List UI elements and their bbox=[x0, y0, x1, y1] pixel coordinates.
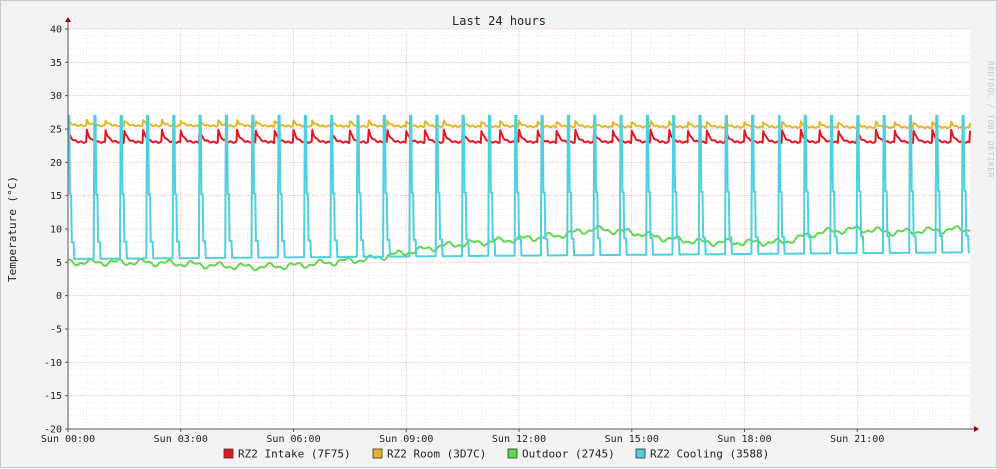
series-line bbox=[67, 118, 971, 130]
x-tick-label: Sun 21:00 bbox=[830, 434, 884, 445]
axes bbox=[65, 17, 979, 432]
series-line bbox=[67, 128, 971, 144]
y-tick-label: 35 bbox=[50, 58, 62, 69]
y-tick-label: 40 bbox=[50, 25, 62, 36]
x-tick-label: Sun 06:00 bbox=[266, 434, 320, 445]
y-tick-labels: 40 35 30 25 20 15 10 5 0 -5 -10 -15 -20 bbox=[44, 25, 62, 436]
x-tick-label: Sun 12:00 bbox=[492, 434, 546, 445]
series-line bbox=[67, 114, 971, 260]
y-axis-label: Temperature (°C) bbox=[6, 176, 19, 282]
legend-swatch bbox=[223, 448, 234, 459]
y-tick-label: 20 bbox=[50, 158, 62, 169]
watermark: RRDTOOL / TOBI OETIKER bbox=[986, 61, 995, 178]
y-tick-label: 10 bbox=[50, 225, 62, 236]
legend-swatch bbox=[635, 448, 646, 459]
x-axis-arrow-icon bbox=[974, 426, 979, 432]
x-tick-label: Sun 03:00 bbox=[154, 434, 208, 445]
y-axis-arrow-icon bbox=[65, 17, 71, 22]
y-tick-label: -15 bbox=[44, 391, 62, 402]
y-tick-label: 30 bbox=[50, 91, 62, 102]
legend-label: Outdoor (2745) bbox=[522, 448, 615, 461]
y-tick-label: -10 bbox=[44, 358, 62, 369]
minor-grid bbox=[68, 29, 970, 429]
x-tick-label: Sun 18:00 bbox=[717, 434, 771, 445]
legend-label: RZ2 Intake (7F75) bbox=[238, 448, 351, 461]
y-tick-label: 5 bbox=[56, 258, 62, 269]
series-lines bbox=[67, 114, 971, 272]
y-tick-label: 0 bbox=[56, 291, 62, 302]
x-tick-label: Sun 00:00 bbox=[41, 434, 95, 445]
legend: RZ2 Intake (7F75) RZ2 Room (3D7C) Outdoor … bbox=[223, 448, 769, 461]
y-tick-label: -5 bbox=[50, 325, 62, 336]
y-tick-label: -20 bbox=[44, 425, 62, 436]
legend-swatch bbox=[507, 448, 518, 459]
legend-label: RZ2 Cooling (3588) bbox=[650, 448, 769, 461]
legend-swatch bbox=[372, 448, 383, 459]
y-tick-label: 15 bbox=[50, 191, 62, 202]
legend-label: RZ2 Room (3D7C) bbox=[387, 448, 486, 461]
y-tick-label: 25 bbox=[50, 125, 62, 136]
x-tick-label: Sun 09:00 bbox=[379, 434, 433, 445]
x-tick-label: Sun 15:00 bbox=[605, 434, 659, 445]
x-tick-labels: Sun 00:00 Sun 03:00 Sun 06:00 Sun 09:00 Sun … bbox=[41, 434, 884, 445]
chart-title: Last 24 hours bbox=[452, 14, 546, 28]
